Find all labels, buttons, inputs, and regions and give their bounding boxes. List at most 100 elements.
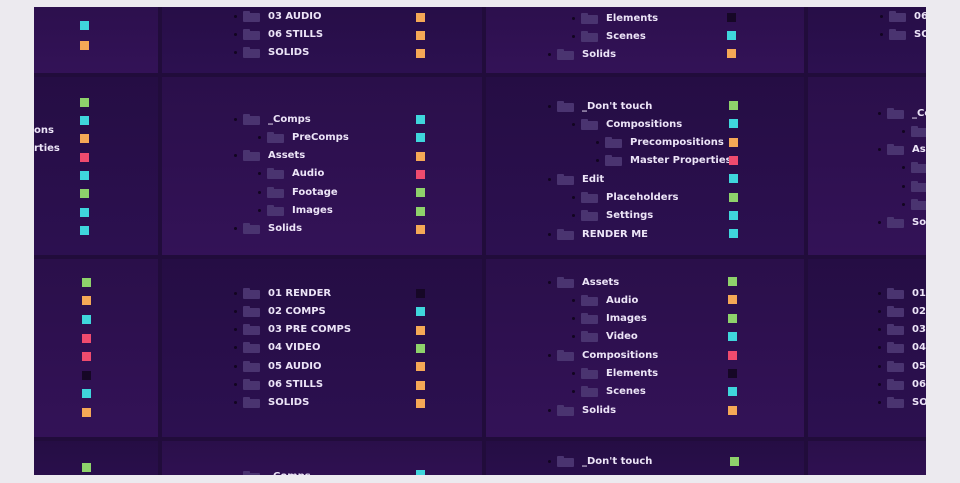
folder-row[interactable] <box>902 122 926 140</box>
folder-row[interactable]: Audio <box>258 165 324 183</box>
folder-row[interactable]: 05 AUDIO <box>234 357 321 375</box>
color-label-swatch[interactable] <box>416 362 425 371</box>
color-label-swatch[interactable] <box>416 225 425 234</box>
color-label-swatch[interactable] <box>82 408 91 417</box>
folder-row[interactable]: 04 VIDEO <box>234 339 321 357</box>
color-label-swatch[interactable] <box>728 295 737 304</box>
folder-row[interactable]: 06 STILLS <box>234 25 323 43</box>
folder-row[interactable]: Solids <box>234 220 302 238</box>
folder-row[interactable] <box>902 196 926 214</box>
folder-row[interactable] <box>902 177 926 195</box>
folder-row[interactable]: 06 S <box>878 376 926 394</box>
color-label-swatch[interactable] <box>80 134 89 143</box>
folder-row[interactable]: 03 PRE COMPS <box>234 321 351 339</box>
color-label-swatch[interactable] <box>80 226 89 235</box>
color-label-swatch[interactable] <box>82 352 91 361</box>
color-label-swatch[interactable] <box>728 277 737 286</box>
folder-row[interactable]: Footage <box>258 183 338 201</box>
folder-row[interactable]: Elements <box>572 365 658 383</box>
folder-row[interactable]: Assets <box>548 273 619 291</box>
color-label-swatch[interactable] <box>729 101 738 110</box>
folder-row[interactable]: Ass <box>878 141 926 159</box>
color-label-swatch[interactable] <box>729 156 738 165</box>
folder-row[interactable]: SOLIDS <box>234 44 309 62</box>
color-label-swatch[interactable] <box>729 119 738 128</box>
color-label-swatch[interactable] <box>416 207 425 216</box>
folder-row[interactable]: Solids <box>548 46 616 64</box>
folder-row[interactable]: Placeholders <box>572 189 678 207</box>
folder-row[interactable]: Scenes <box>572 27 646 45</box>
color-label-swatch[interactable] <box>416 399 425 408</box>
folder-row[interactable]: 06 STILLS <box>234 376 323 394</box>
color-label-swatch[interactable] <box>82 389 91 398</box>
folder-row[interactable]: _Comps <box>234 110 311 128</box>
color-label-swatch[interactable] <box>416 289 425 298</box>
folder-row[interactable]: RENDER ME <box>548 225 648 243</box>
folder-row[interactable]: SO <box>880 25 926 43</box>
folder-row[interactable]: _Don't touch <box>548 452 652 470</box>
color-label-swatch[interactable] <box>80 98 89 107</box>
folder-row[interactable]: SOLI <box>878 394 926 412</box>
color-label-swatch[interactable] <box>728 406 737 415</box>
folder-row[interactable]: Master Properties <box>596 152 732 170</box>
folder-row[interactable]: Edit <box>548 170 604 188</box>
color-label-swatch[interactable] <box>80 171 89 180</box>
folder-row[interactable]: 01 RENDER <box>234 284 331 302</box>
folder-row[interactable]: _Comps <box>234 467 311 475</box>
color-label-swatch[interactable] <box>728 314 737 323</box>
folder-row[interactable]: Settings <box>572 207 653 225</box>
folder-row[interactable]: ons <box>34 121 54 139</box>
folder-row[interactable]: Assets <box>234 147 305 165</box>
color-label-swatch[interactable] <box>416 188 425 197</box>
color-label-swatch[interactable] <box>416 49 425 58</box>
color-label-swatch[interactable] <box>729 193 738 202</box>
color-label-swatch[interactable] <box>728 369 737 378</box>
folder-row[interactable]: 03 P <box>878 321 926 339</box>
color-label-swatch[interactable] <box>80 153 89 162</box>
color-label-swatch[interactable] <box>82 315 91 324</box>
color-label-swatch[interactable] <box>728 387 737 396</box>
color-label-swatch[interactable] <box>416 344 425 353</box>
color-label-swatch[interactable] <box>416 13 425 22</box>
color-label-swatch[interactable] <box>729 138 738 147</box>
color-label-swatch[interactable] <box>727 49 736 58</box>
color-label-swatch[interactable] <box>416 31 425 40</box>
color-label-swatch[interactable] <box>82 296 91 305</box>
folder-row[interactable]: Soli <box>878 214 926 232</box>
folder-row[interactable]: Video <box>572 328 638 346</box>
color-label-swatch[interactable] <box>416 470 425 475</box>
color-label-swatch[interactable] <box>82 463 91 472</box>
color-label-swatch[interactable] <box>416 170 425 179</box>
color-label-swatch[interactable] <box>727 13 736 22</box>
folder-row[interactable]: 05 A <box>878 357 926 375</box>
color-label-swatch[interactable] <box>416 307 425 316</box>
folder-row[interactable]: Compositions <box>548 346 658 364</box>
folder-row[interactable]: 02 C <box>878 302 926 320</box>
color-label-swatch[interactable] <box>416 381 425 390</box>
color-label-swatch[interactable] <box>727 31 736 40</box>
folder-row[interactable]: 04 V <box>878 339 926 357</box>
folder-row[interactable]: Compositions <box>572 115 682 133</box>
folder-row[interactable]: 01 R <box>878 284 926 302</box>
folder-row[interactable]: Audio <box>572 291 638 309</box>
color-label-swatch[interactable] <box>728 351 737 360</box>
folder-row[interactable]: 02 COMPS <box>234 302 326 320</box>
color-label-swatch[interactable] <box>82 371 91 380</box>
folder-row[interactable]: Elements <box>572 9 658 27</box>
color-label-swatch[interactable] <box>80 208 89 217</box>
folder-row[interactable]: Images <box>258 202 333 220</box>
color-label-swatch[interactable] <box>729 229 738 238</box>
color-label-swatch[interactable] <box>729 211 738 220</box>
folder-row[interactable]: _Don't touch <box>548 97 652 115</box>
color-label-swatch[interactable] <box>82 278 91 287</box>
folder-row[interactable]: Solids <box>548 401 616 419</box>
folder-row[interactable]: 06 <box>880 7 926 25</box>
folder-row[interactable]: PreComps <box>258 128 349 146</box>
color-label-swatch[interactable] <box>416 115 425 124</box>
color-label-swatch[interactable] <box>729 174 738 183</box>
folder-row[interactable] <box>902 159 926 177</box>
color-label-swatch[interactable] <box>728 332 737 341</box>
color-label-swatch[interactable] <box>730 457 739 466</box>
color-label-swatch[interactable] <box>80 116 89 125</box>
folder-row[interactable]: _Co <box>878 104 926 122</box>
